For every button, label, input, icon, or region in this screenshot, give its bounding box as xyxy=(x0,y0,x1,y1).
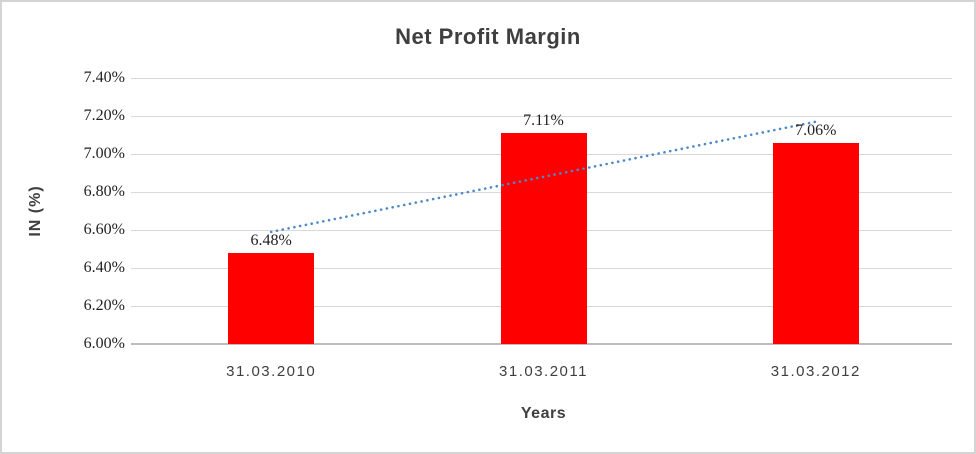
y-axis-title: IN (%) xyxy=(27,185,44,237)
y-tick-label: 7.20% xyxy=(83,107,125,124)
data-label: 7.06% xyxy=(795,121,837,139)
y-tick-label: 7.00% xyxy=(83,145,125,162)
y-tick-label: 6.20% xyxy=(83,297,125,314)
x-tick-label: 31.03.2011 xyxy=(499,363,588,380)
y-tick-label: 6.40% xyxy=(83,259,125,276)
y-tick-label: 6.80% xyxy=(83,183,125,200)
bar xyxy=(500,133,587,344)
y-gridline xyxy=(131,115,952,117)
x-tick-label: 31.03.2010 xyxy=(226,363,317,380)
y-tick-label: 6.00% xyxy=(83,335,125,352)
y-tick-label: 6.60% xyxy=(83,221,125,238)
data-label: 6.48% xyxy=(250,231,292,249)
x-axis-line xyxy=(131,343,952,345)
x-axis-title: Years xyxy=(520,405,567,422)
data-label: 7.11% xyxy=(523,112,564,130)
y-gridline xyxy=(131,77,952,79)
bar xyxy=(228,252,315,344)
chart-title: Net Profit Margin xyxy=(395,24,581,49)
bar xyxy=(772,142,859,344)
x-tick-label: 31.03.2012 xyxy=(770,363,861,380)
y-tick-label: 7.40% xyxy=(83,69,125,86)
